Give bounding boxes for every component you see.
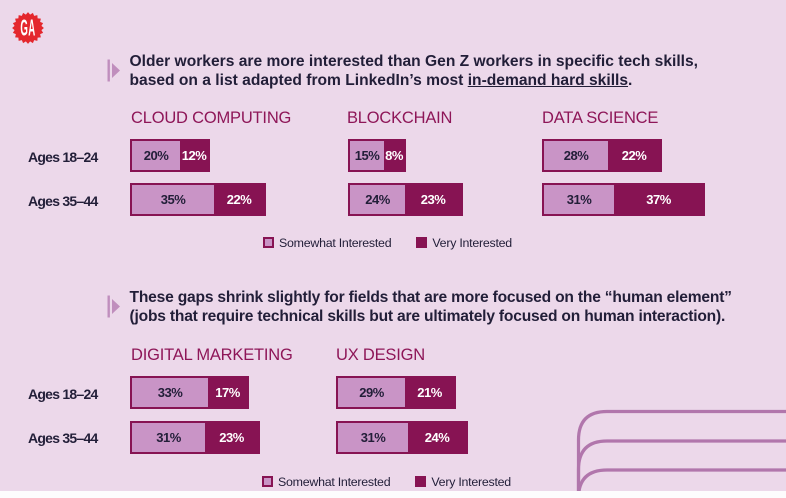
svg-text:GA: GA — [20, 15, 35, 41]
